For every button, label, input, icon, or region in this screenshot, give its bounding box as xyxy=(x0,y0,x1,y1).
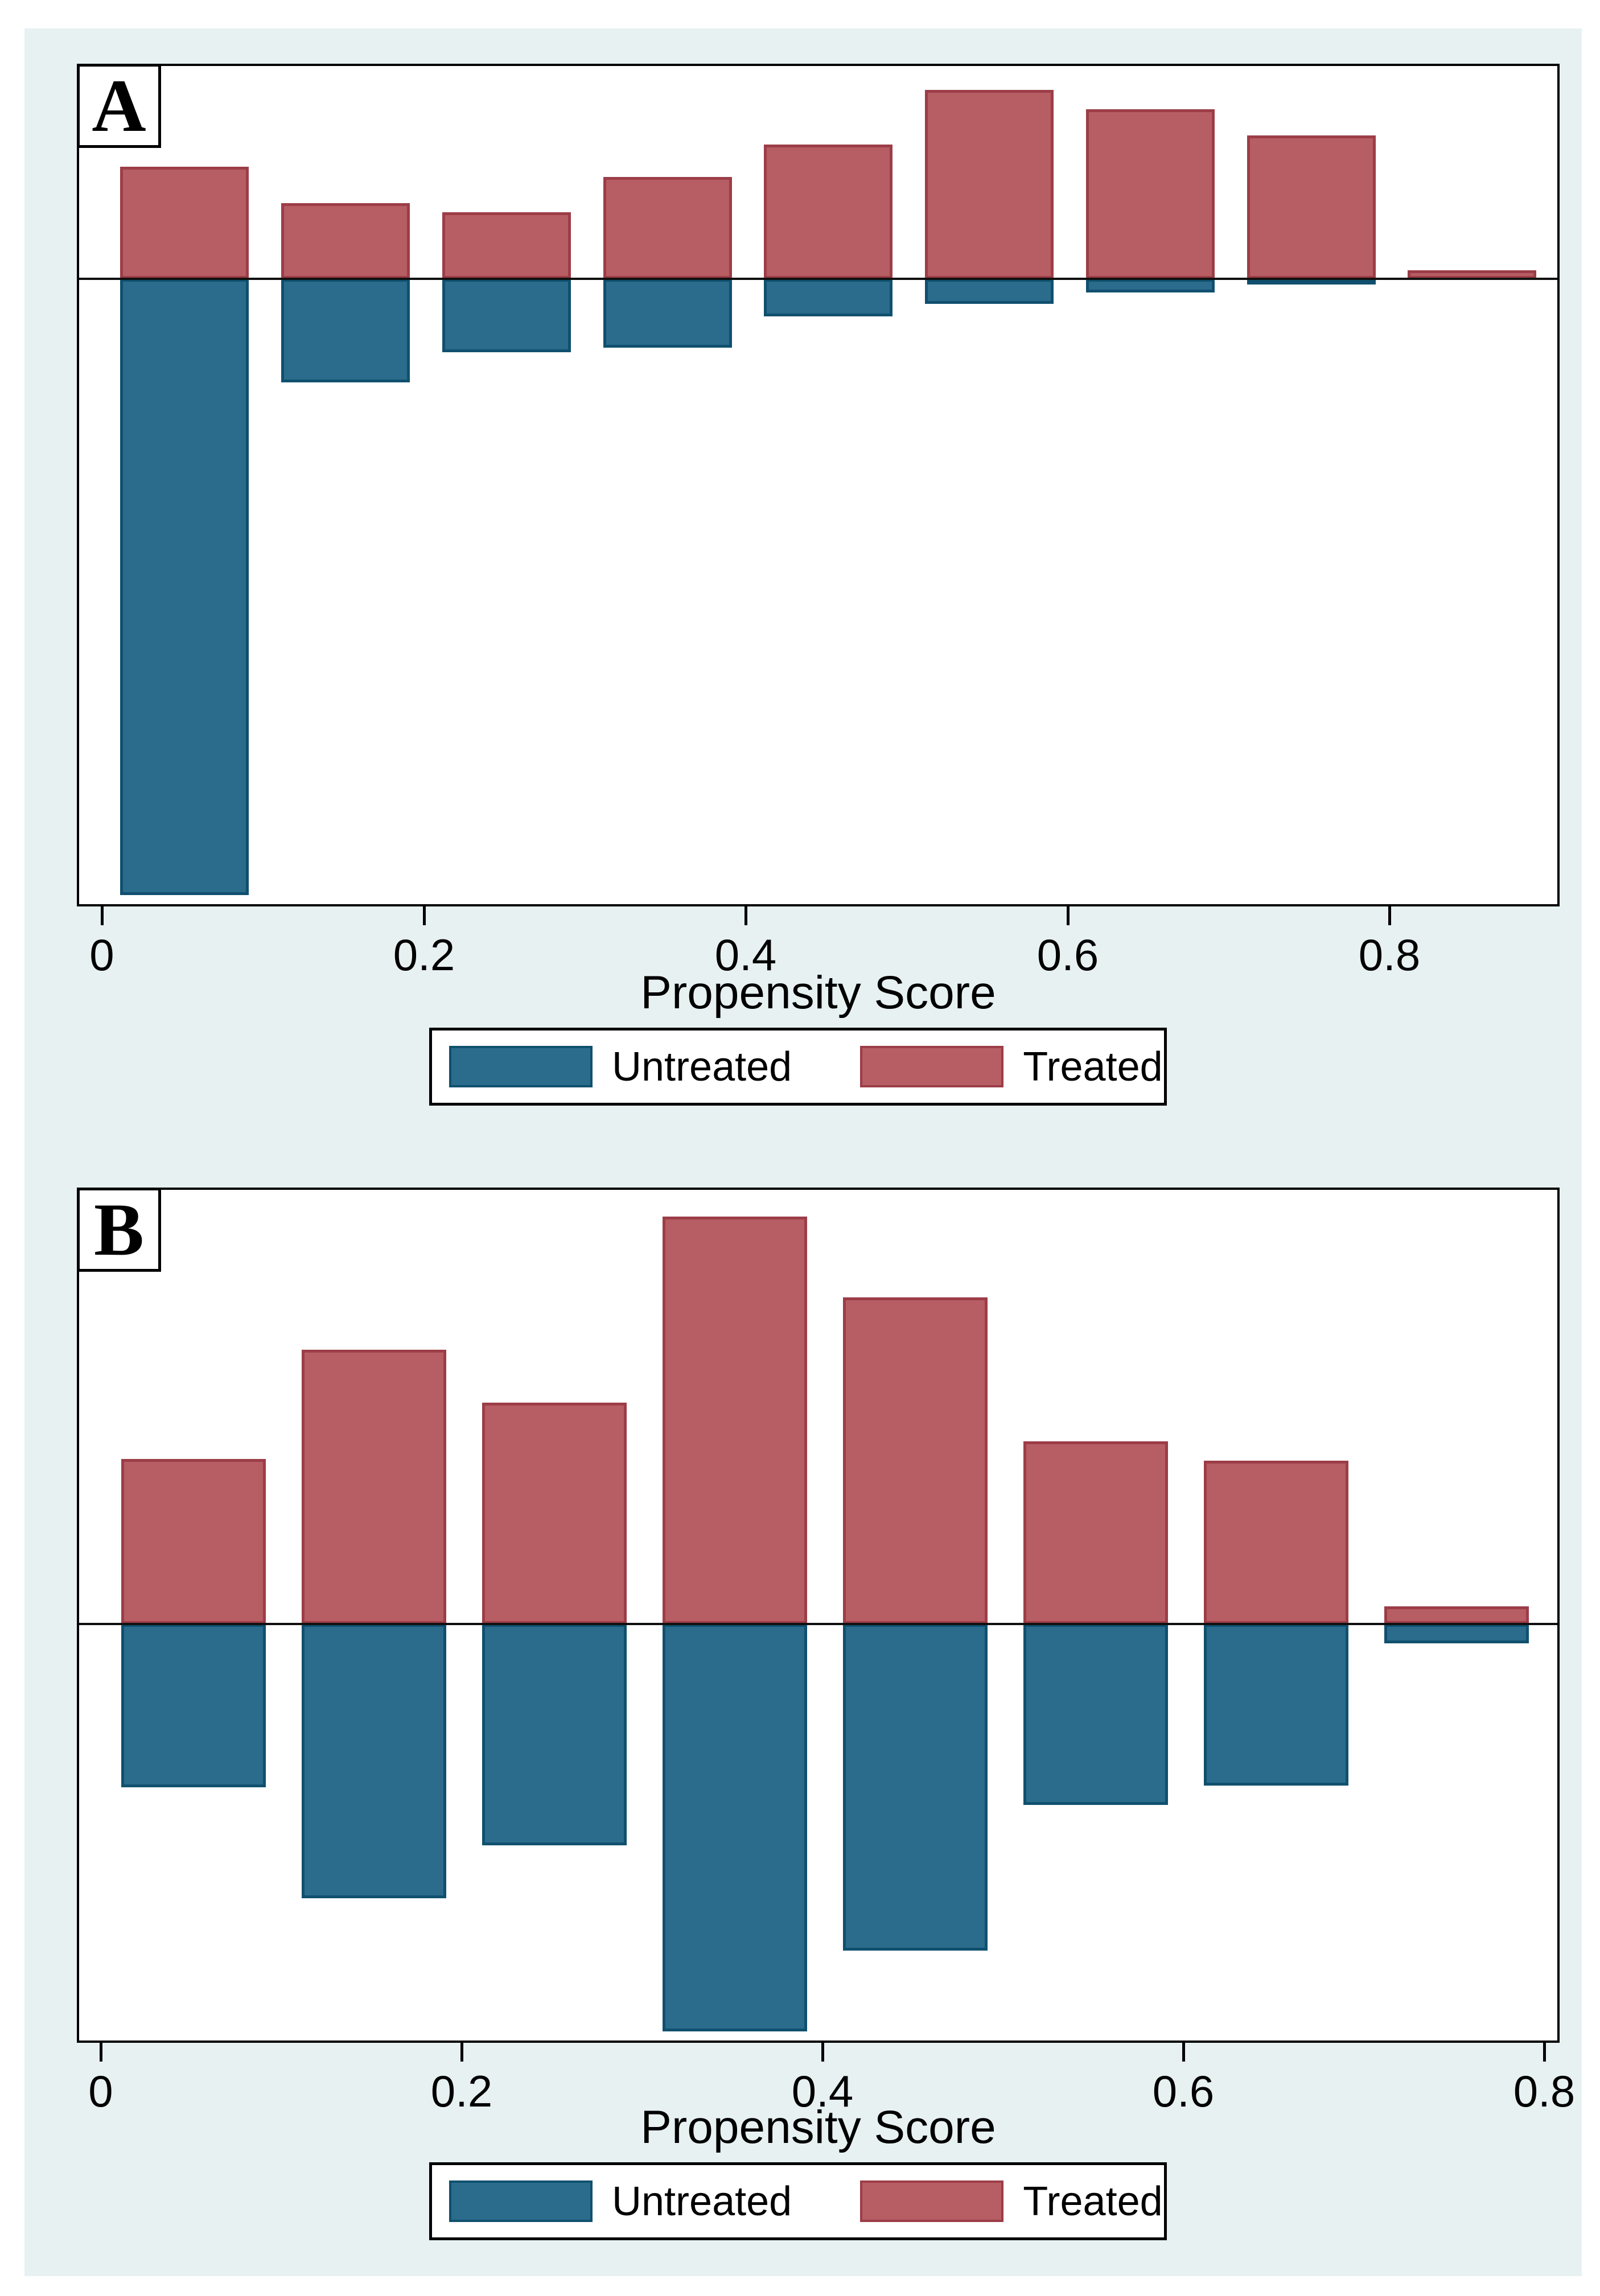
untreated-bar xyxy=(843,1624,988,1951)
x-axis-tick-mark xyxy=(423,906,426,925)
x-axis-tick-mark xyxy=(1182,2043,1185,2062)
panel-b-x-axis-ticks: 0 0.2 0.4 0.6 0.8 xyxy=(77,2043,1575,2117)
x-axis-tick-label: 0 xyxy=(89,930,114,980)
untreated-bar xyxy=(1023,1624,1168,1805)
treated-bar xyxy=(843,1297,988,1624)
x-axis-tick-mark xyxy=(821,2043,824,2062)
treated-bar xyxy=(482,1403,627,1624)
treated-bar xyxy=(302,1350,446,1624)
x-axis-tick-label: 0.4 xyxy=(791,2066,854,2116)
treated-bar xyxy=(281,203,410,279)
panel-b-label: B xyxy=(77,1188,161,1272)
treated-legend-swatch xyxy=(860,1046,1004,1087)
untreated-bar xyxy=(1086,279,1215,292)
panel-b-zero-line xyxy=(79,1623,1557,1625)
untreated-bar xyxy=(1204,1624,1348,1786)
treated-bar xyxy=(442,212,571,279)
x-axis-tick-mark xyxy=(100,2043,102,2062)
untreated-bar xyxy=(1384,1624,1529,1643)
x-axis-tick-label: 0.6 xyxy=(1152,2066,1215,2116)
treated-bar xyxy=(764,145,892,279)
untreated-bar xyxy=(281,279,410,382)
panel-b-legend: Untreated Treated xyxy=(429,2162,1167,2240)
untreated-legend-label: Untreated xyxy=(612,2178,792,2224)
panel-a-legend: Untreated Treated xyxy=(429,1028,1167,1106)
x-axis-tick-label: 0.2 xyxy=(430,2066,493,2116)
untreated-bar xyxy=(1247,279,1376,285)
panel-b-plot-area: B xyxy=(77,1188,1560,2043)
untreated-bar xyxy=(482,1624,627,1845)
untreated-bar xyxy=(925,279,1054,304)
untreated-bar xyxy=(663,1624,807,2031)
x-axis-tick-label: 0.4 xyxy=(714,930,777,980)
x-axis-tick-label: 0.8 xyxy=(1513,2066,1576,2116)
x-axis-tick-label: 0 xyxy=(88,2066,113,2116)
treated-bar xyxy=(603,177,732,279)
treated-bar xyxy=(120,167,249,279)
x-axis-tick-mark xyxy=(101,906,104,925)
treated-bar xyxy=(1204,1461,1348,1624)
x-axis-tick-label: 0.6 xyxy=(1036,930,1099,980)
treated-legend-label: Treated xyxy=(1023,1044,1163,1090)
untreated-legend-label: Untreated xyxy=(612,1044,792,1090)
untreated-bar xyxy=(603,279,732,348)
treated-legend-label: Treated xyxy=(1023,2178,1163,2224)
panel-a-label: A xyxy=(77,64,161,148)
x-axis-tick-label: 0.2 xyxy=(393,930,455,980)
x-axis-tick-mark xyxy=(745,906,747,925)
untreated-bar xyxy=(121,1624,266,1787)
untreated-legend-swatch xyxy=(449,2180,593,2222)
treated-bar xyxy=(1023,1441,1168,1624)
treated-legend-swatch xyxy=(860,2180,1004,2222)
treated-bar xyxy=(1247,135,1376,279)
treated-bar xyxy=(1408,270,1536,279)
x-axis-tick-mark xyxy=(1067,906,1070,925)
x-axis-tick-mark xyxy=(460,2043,463,2062)
treated-bar xyxy=(121,1459,266,1624)
untreated-bar xyxy=(442,279,571,352)
x-axis-tick-mark xyxy=(1388,906,1391,925)
untreated-bar xyxy=(764,279,892,316)
panel-a-x-axis-ticks: 0 0.2 0.4 0.6 0.8 xyxy=(77,906,1560,980)
untreated-bar xyxy=(120,279,249,895)
untreated-legend-swatch xyxy=(449,1046,593,1087)
treated-bar xyxy=(663,1217,807,1624)
x-axis-tick-label: 0.8 xyxy=(1358,930,1421,980)
treated-bar xyxy=(1086,109,1215,279)
treated-bar xyxy=(925,90,1054,279)
panel-b-x-axis-title: Propensity Score xyxy=(640,2101,996,2153)
panel-a-zero-line xyxy=(79,278,1557,280)
untreated-bar xyxy=(302,1624,446,1898)
treated-bar xyxy=(1384,1606,1529,1624)
x-axis-tick-mark xyxy=(1543,2043,1546,2062)
panel-a-x-axis-title: Propensity Score xyxy=(640,967,996,1019)
panel-a-plot-area: A xyxy=(77,64,1560,906)
